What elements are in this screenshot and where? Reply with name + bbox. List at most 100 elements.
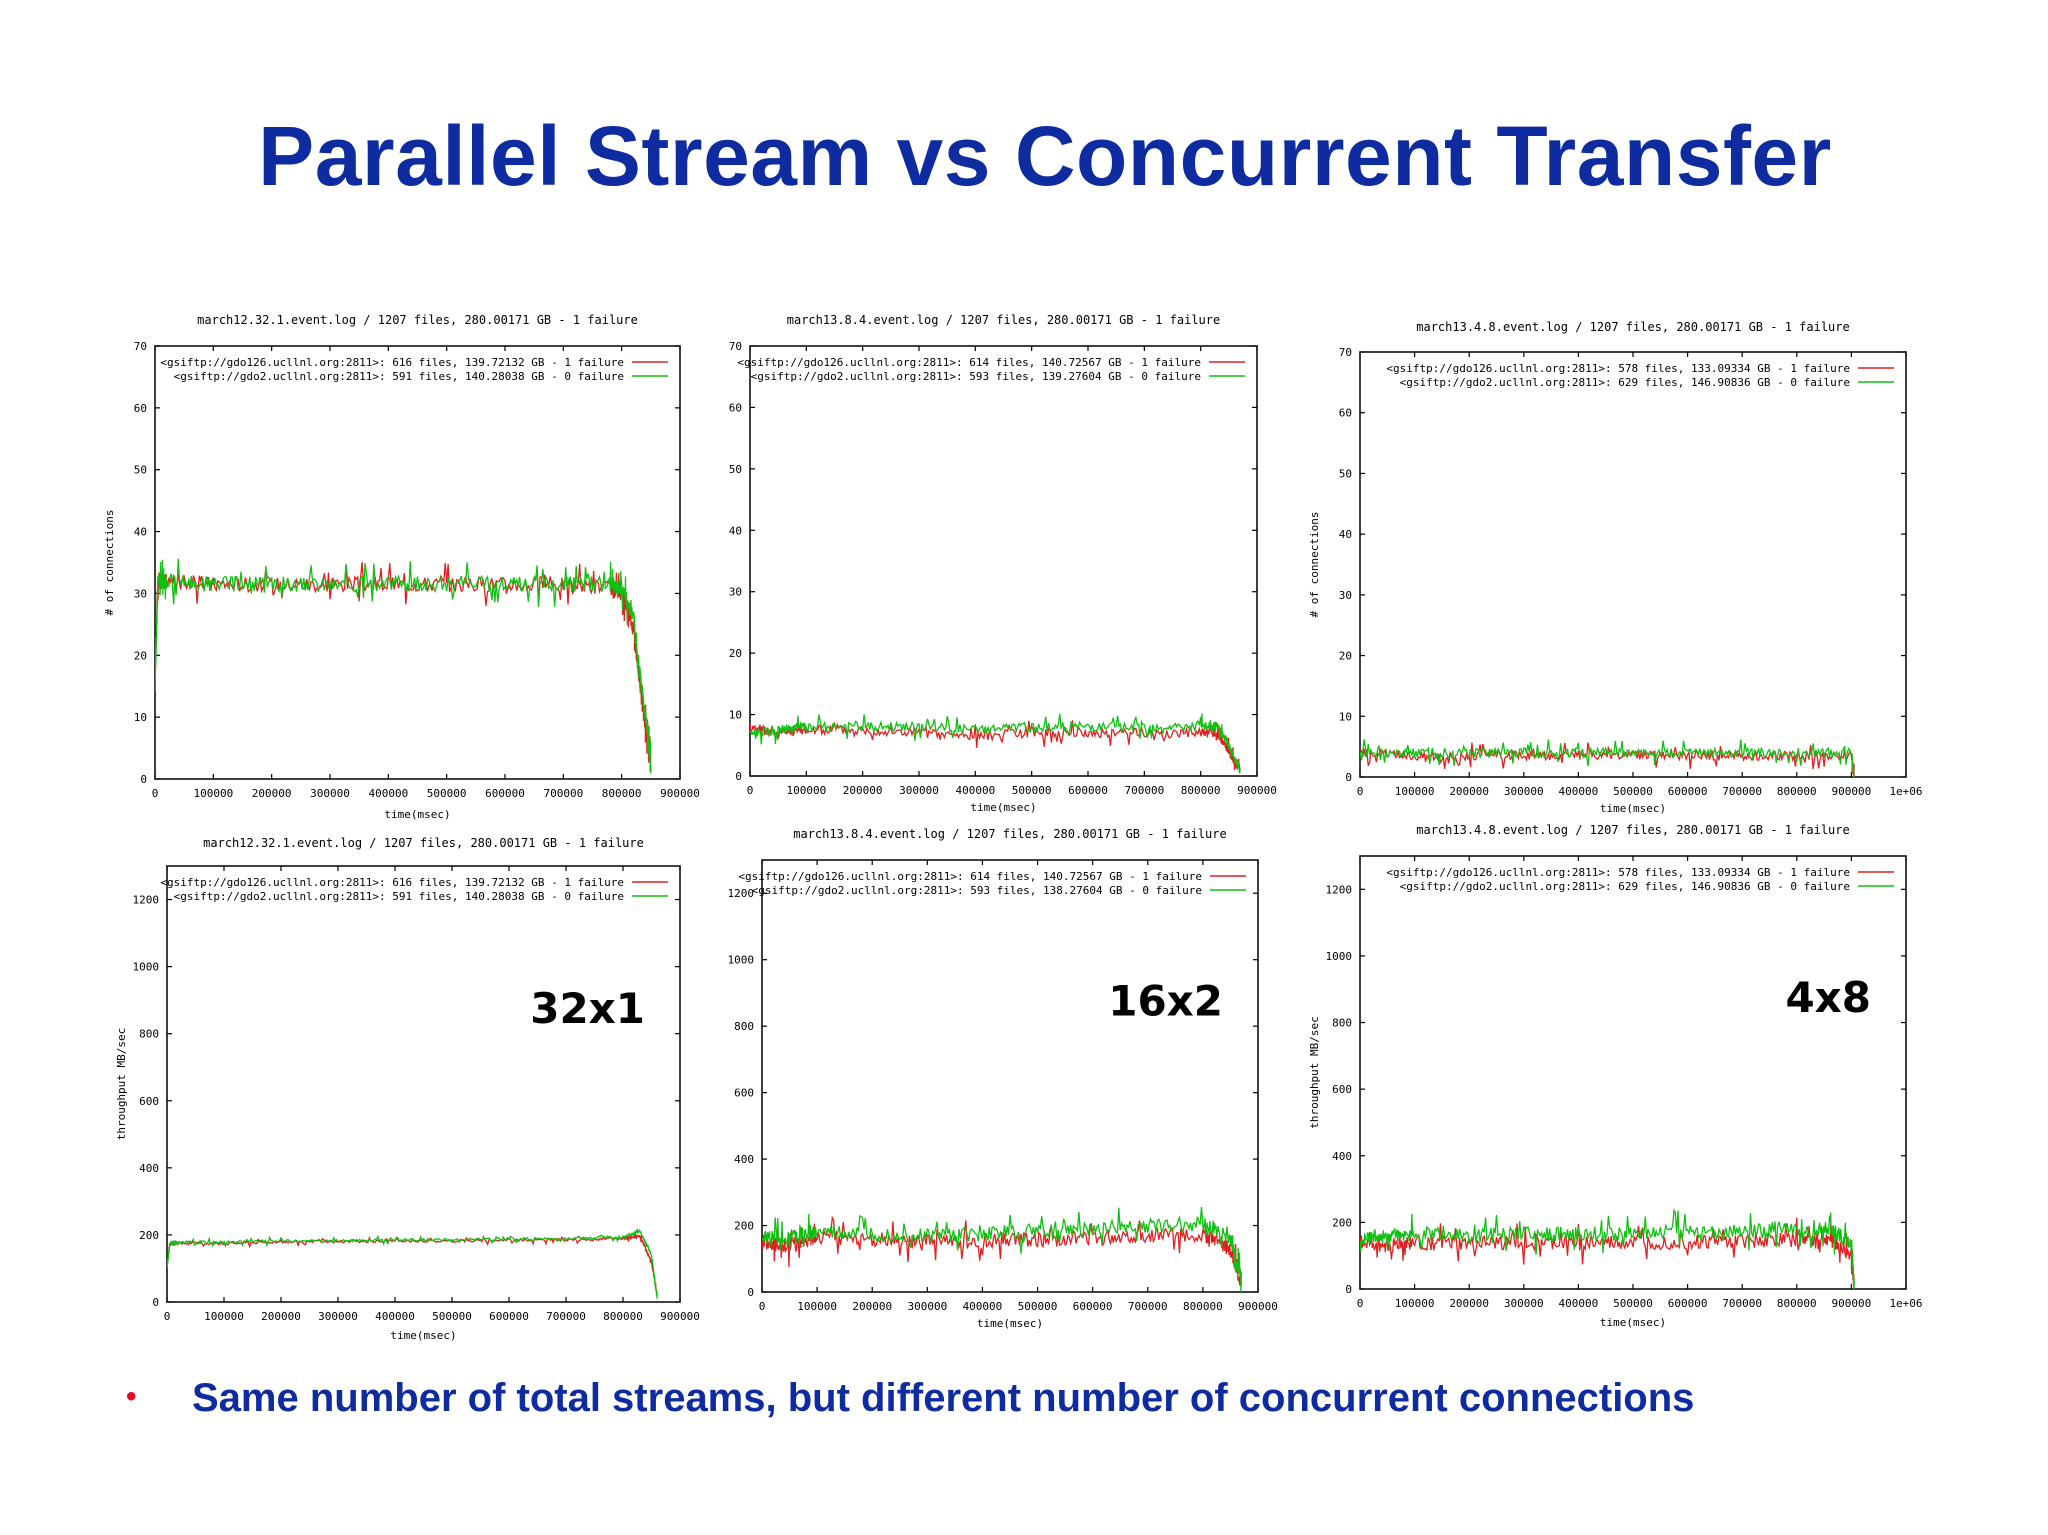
y-tick-label: 30 bbox=[134, 587, 147, 600]
x-tick-label: 700000 bbox=[1128, 1300, 1168, 1313]
x-tick-label: 400000 bbox=[963, 1300, 1003, 1313]
y-tick-label: 1200 bbox=[728, 887, 755, 900]
chart-annotation: 16x2 bbox=[1108, 977, 1223, 1026]
x-axis-label: time(msec) bbox=[390, 1329, 456, 1342]
x-tick-label: 1e+06 bbox=[1889, 785, 1922, 798]
y-tick-label: 1000 bbox=[728, 954, 755, 967]
y-tick-label: 200 bbox=[139, 1229, 159, 1242]
y-axis-label: throughput MB/sec bbox=[1308, 1016, 1321, 1129]
chart-title: march13.8.4.event.log / 1207 files, 280.… bbox=[787, 313, 1220, 327]
x-tick-label: 500000 bbox=[1012, 784, 1052, 797]
chart-title: march12.32.1.event.log / 1207 files, 280… bbox=[197, 313, 638, 327]
x-tick-label: 800000 bbox=[1777, 785, 1817, 798]
x-tick-label: 600000 bbox=[1668, 1297, 1708, 1310]
series-line-green bbox=[1360, 739, 1855, 777]
x-tick-label: 300000 bbox=[899, 784, 939, 797]
x-tick-label: 700000 bbox=[1124, 784, 1164, 797]
y-tick-label: 800 bbox=[139, 1028, 159, 1041]
x-tick-label: 600000 bbox=[485, 787, 525, 800]
y-tick-label: 800 bbox=[1332, 1017, 1352, 1030]
x-tick-label: 0 bbox=[1357, 785, 1364, 798]
y-tick-label: 600 bbox=[734, 1087, 754, 1100]
chart-5: march13.8.4.event.log / 1207 files, 280.… bbox=[728, 827, 1278, 1330]
series-line-green bbox=[750, 713, 1241, 774]
x-tick-label: 300000 bbox=[310, 787, 350, 800]
x-tick-label: 0 bbox=[759, 1300, 766, 1313]
y-tick-label: 200 bbox=[734, 1220, 754, 1233]
y-tick-label: 200 bbox=[1332, 1216, 1352, 1229]
y-tick-label: 50 bbox=[1339, 467, 1352, 480]
legend-entry: <gsiftp://gdo126.ucllnl.org:2811>: 616 f… bbox=[160, 876, 624, 889]
series-line-green bbox=[1360, 1208, 1855, 1289]
x-tick-label: 900000 bbox=[1832, 1297, 1872, 1310]
chart-title: march12.32.1.event.log / 1207 files, 280… bbox=[203, 836, 644, 850]
y-tick-label: 10 bbox=[1339, 710, 1352, 723]
y-tick-label: 40 bbox=[1339, 528, 1352, 541]
x-tick-label: 800000 bbox=[603, 1310, 643, 1323]
y-tick-label: 50 bbox=[729, 463, 742, 476]
legend-entry: <gsiftp://gdo126.ucllnl.org:2811>: 614 f… bbox=[738, 870, 1202, 883]
chart-3: march13.4.8.event.log / 1207 files, 280.… bbox=[1308, 320, 1923, 815]
x-tick-label: 100000 bbox=[1395, 1297, 1435, 1310]
y-tick-label: 0 bbox=[140, 773, 147, 786]
y-tick-label: 0 bbox=[735, 770, 742, 783]
x-tick-label: 600000 bbox=[1668, 785, 1708, 798]
x-tick-label: 500000 bbox=[1018, 1300, 1058, 1313]
y-tick-label: 600 bbox=[1332, 1083, 1352, 1096]
x-tick-label: 800000 bbox=[602, 787, 642, 800]
y-tick-label: 60 bbox=[134, 402, 147, 415]
x-tick-label: 400000 bbox=[1559, 785, 1599, 798]
x-tick-label: 700000 bbox=[543, 787, 583, 800]
x-tick-label: 800000 bbox=[1181, 784, 1221, 797]
y-tick-label: 400 bbox=[1332, 1150, 1352, 1163]
y-tick-label: 20 bbox=[1339, 650, 1352, 663]
chart-2: march13.8.4.event.log / 1207 files, 280.… bbox=[729, 313, 1277, 814]
x-axis-label: time(msec) bbox=[384, 808, 450, 821]
y-tick-label: 0 bbox=[1345, 771, 1352, 784]
x-tick-label: 100000 bbox=[204, 1310, 244, 1323]
series-line-red bbox=[1360, 742, 1855, 777]
y-tick-label: 800 bbox=[734, 1020, 754, 1033]
plot-frame bbox=[1359, 855, 1907, 1290]
series-line-red bbox=[1360, 1217, 1855, 1289]
legend-entry: <gsiftp://gdo2.ucllnl.org:2811>: 593 fil… bbox=[751, 370, 1201, 383]
y-tick-label: 30 bbox=[1339, 589, 1352, 602]
x-tick-label: 500000 bbox=[1613, 1297, 1653, 1310]
y-tick-label: 1000 bbox=[133, 961, 160, 974]
x-tick-label: 400000 bbox=[955, 784, 995, 797]
x-tick-label: 300000 bbox=[1504, 785, 1544, 798]
y-tick-label: 70 bbox=[729, 340, 742, 353]
y-axis-label: throughput MB/sec bbox=[115, 1028, 128, 1141]
y-tick-label: 600 bbox=[139, 1095, 159, 1108]
x-tick-label: 600000 bbox=[1073, 1300, 1113, 1313]
x-axis-label: time(msec) bbox=[1600, 1316, 1666, 1329]
bullet-text: Same number of total streams, but differ… bbox=[192, 1376, 1695, 1420]
x-tick-label: 700000 bbox=[546, 1310, 586, 1323]
chart-annotation: 4x8 bbox=[1785, 973, 1871, 1022]
y-axis-label: # of connections bbox=[103, 510, 116, 616]
chart-4: march12.32.1.event.log / 1207 files, 280… bbox=[115, 836, 700, 1342]
x-tick-label: 200000 bbox=[843, 784, 883, 797]
series-line-red bbox=[167, 1233, 658, 1296]
x-tick-label: 500000 bbox=[427, 787, 467, 800]
x-tick-label: 200000 bbox=[852, 1300, 892, 1313]
legend-entry: <gsiftp://gdo126.ucllnl.org:2811>: 578 f… bbox=[1386, 866, 1850, 879]
y-tick-label: 20 bbox=[729, 647, 742, 660]
x-tick-label: 100000 bbox=[786, 784, 826, 797]
x-tick-label: 0 bbox=[747, 784, 754, 797]
y-tick-label: 40 bbox=[729, 524, 742, 537]
x-tick-label: 300000 bbox=[1504, 1297, 1544, 1310]
series-line-red bbox=[155, 562, 652, 773]
legend-entry: <gsiftp://gdo126.ucllnl.org:2811>: 578 f… bbox=[1386, 362, 1850, 375]
x-tick-label: 500000 bbox=[1613, 785, 1653, 798]
y-tick-label: 0 bbox=[747, 1286, 754, 1299]
x-tick-label: 200000 bbox=[1449, 785, 1489, 798]
y-tick-label: 70 bbox=[1339, 346, 1352, 359]
legend-entry: <gsiftp://gdo126.ucllnl.org:2811>: 616 f… bbox=[160, 356, 624, 369]
y-tick-label: 20 bbox=[134, 649, 147, 662]
y-tick-label: 10 bbox=[729, 709, 742, 722]
y-tick-label: 400 bbox=[139, 1162, 159, 1175]
x-tick-label: 200000 bbox=[1449, 1297, 1489, 1310]
